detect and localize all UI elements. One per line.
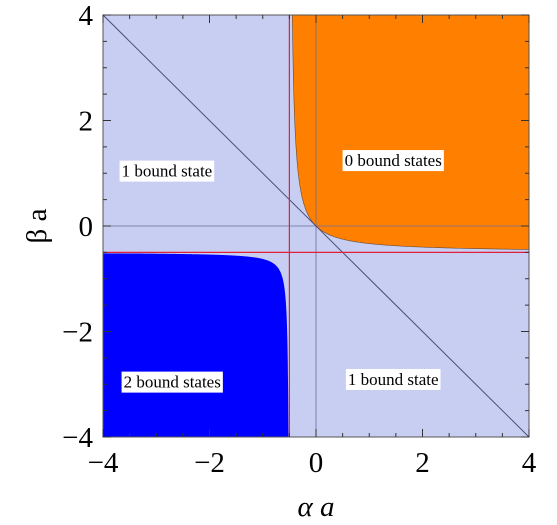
region-label: 0 bound states [342, 150, 444, 172]
y-axis-label: β a [21, 208, 53, 243]
diagonal-line [102, 14, 530, 438]
region-label-text: 1 bound state [122, 162, 213, 181]
two-bound-states-region [103, 253, 289, 437]
region-label-box [119, 160, 215, 182]
x-tick-label: 0 [309, 447, 324, 479]
region-label-text: 2 bound states [124, 373, 221, 392]
y-tick-label: 0 [79, 211, 94, 243]
y-tick-label: −2 [62, 317, 93, 349]
tick-labels: −4 −2 0 2 4 −4 −2 0 2 4 [62, 0, 537, 479]
x-axis-label: α a [298, 491, 335, 523]
zero-bound-states-region [292, 14, 530, 250]
region-label: 1 bound state [119, 160, 215, 182]
region-label-text: 0 bound states [345, 151, 442, 170]
region-label-box [342, 150, 444, 172]
region-label: 1 bound state [345, 368, 441, 390]
region-label-text: 1 bound state [348, 370, 439, 389]
region-label: 2 bound states [121, 371, 223, 393]
region-label-box [121, 371, 223, 393]
y-tick-label: 4 [79, 0, 94, 32]
region-labels: 1 bound state 0 bound states 2 bound state… [119, 150, 444, 393]
x-tick-label: −2 [194, 447, 225, 479]
x-tick-label: 2 [415, 447, 430, 479]
ticks [102, 14, 530, 438]
region-label-box [345, 368, 441, 390]
y-tick-label: −4 [62, 422, 93, 454]
x-tick-label: 4 [522, 447, 537, 479]
y-tick-label: 2 [79, 106, 94, 138]
x-tick-label: −4 [88, 447, 119, 479]
